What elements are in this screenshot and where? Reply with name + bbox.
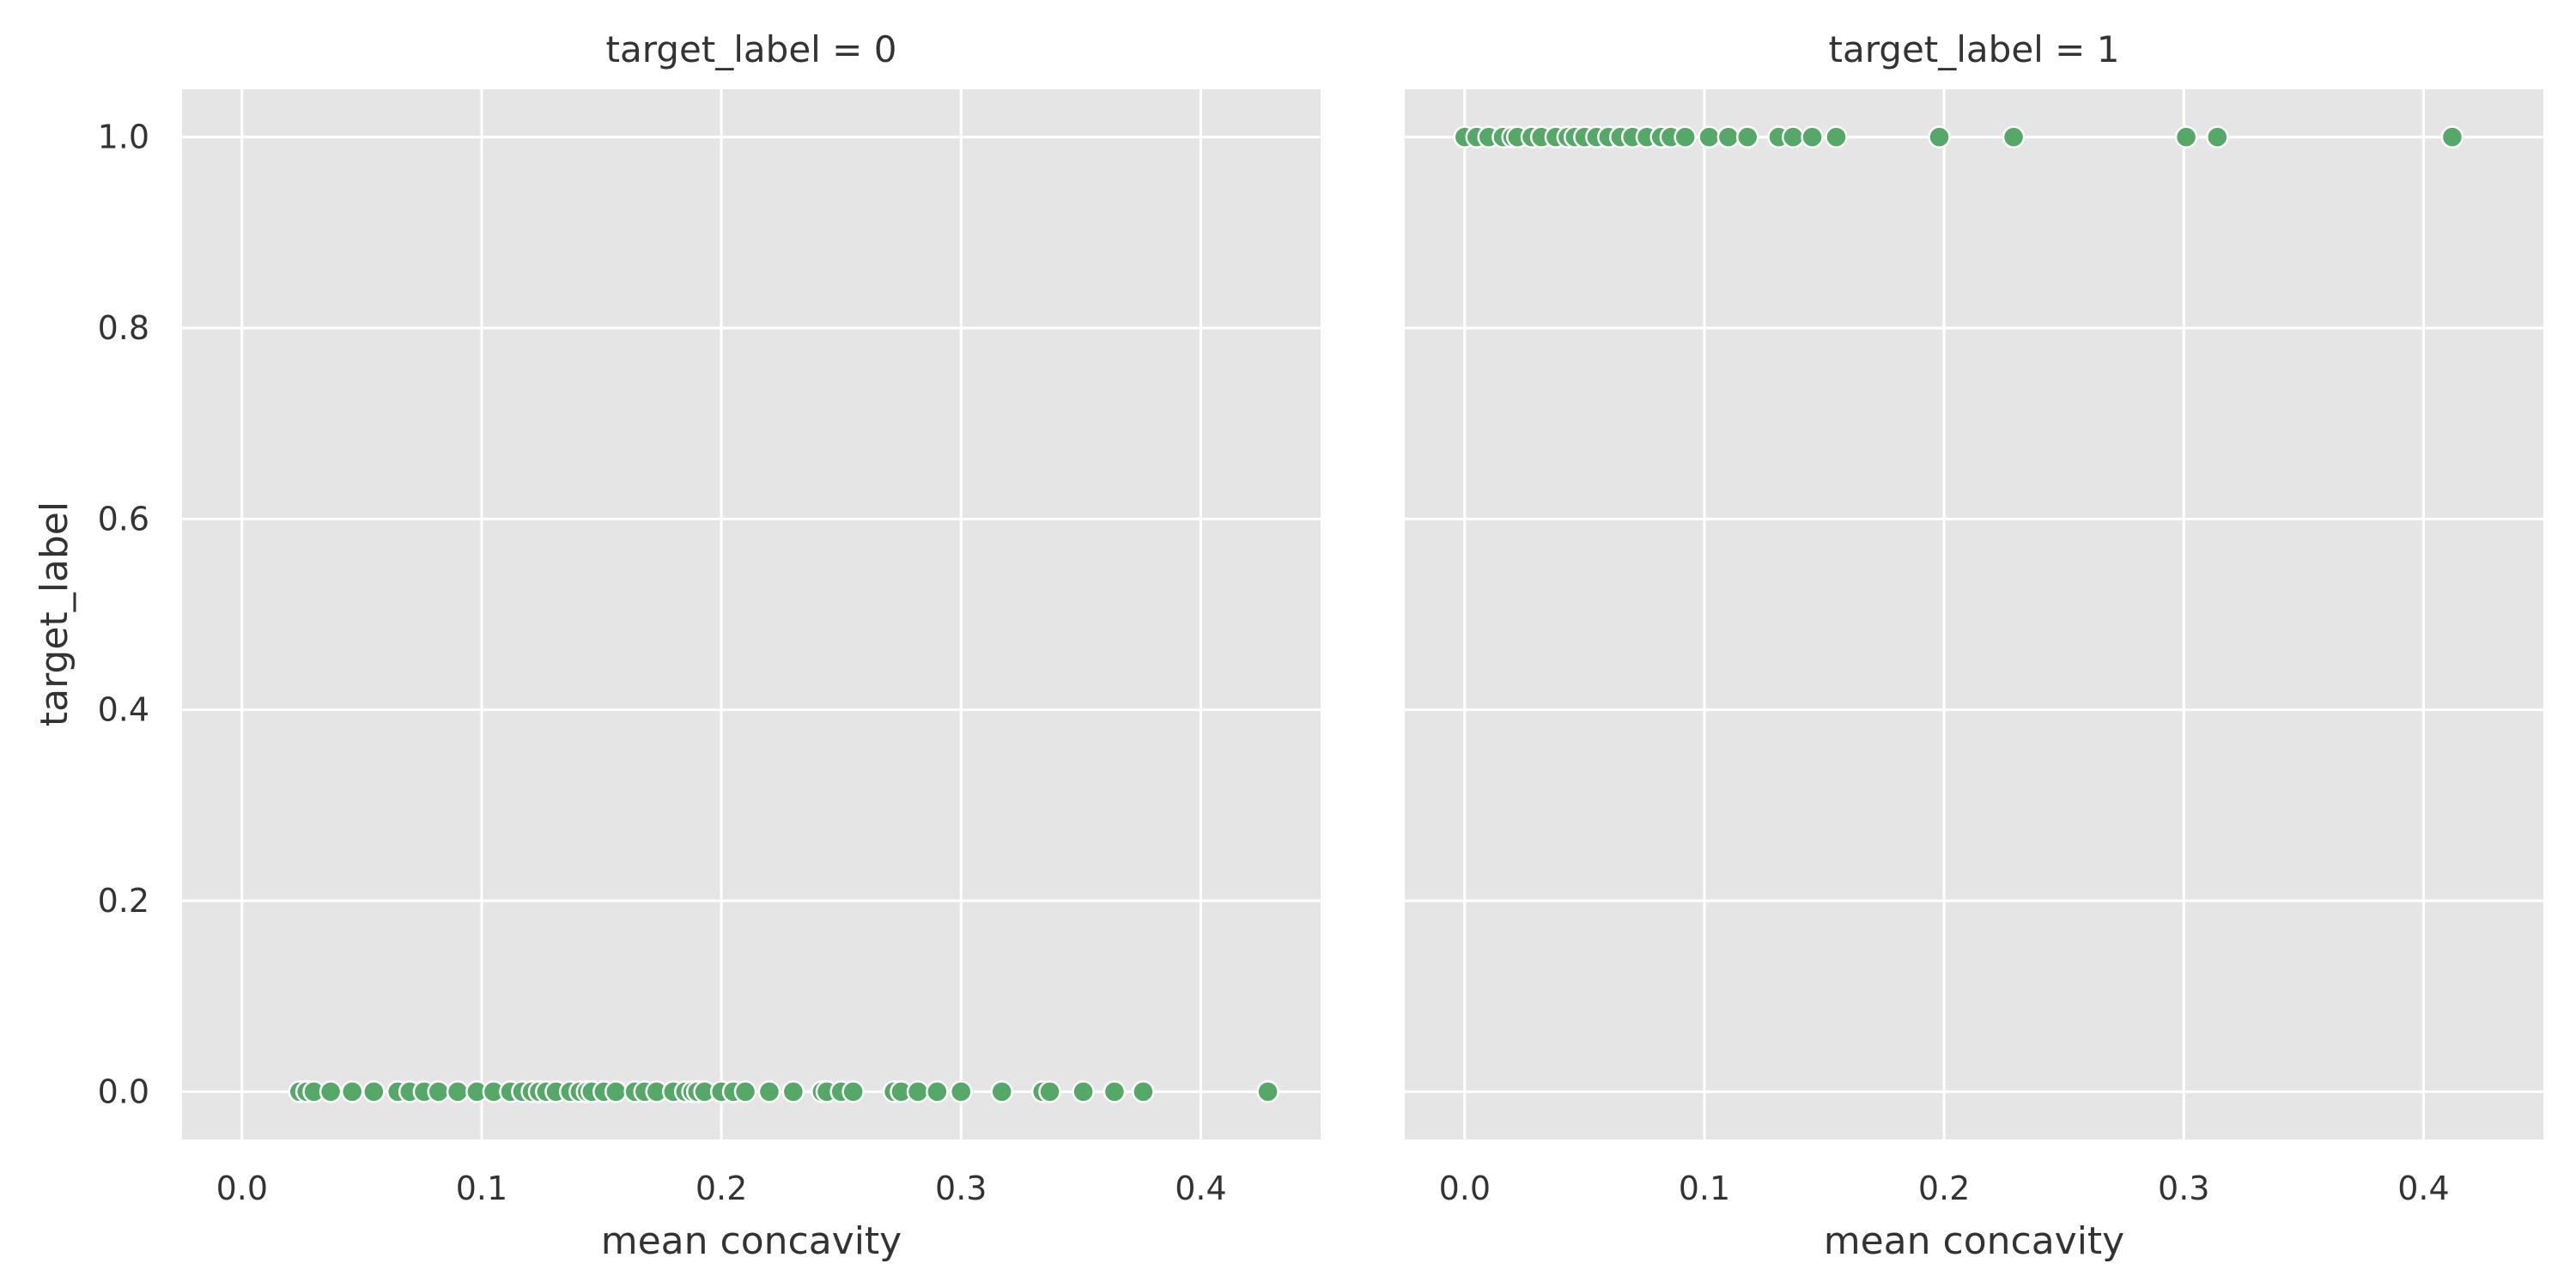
x-tick-label: 0.0 — [216, 1170, 268, 1207]
data-point — [319, 1080, 343, 1103]
data-point — [2440, 125, 2464, 149]
x-tick-label: 0.4 — [2397, 1170, 2449, 1207]
data-point — [446, 1080, 470, 1103]
data-point — [757, 1080, 781, 1103]
data-point — [1716, 125, 1741, 149]
data-point — [427, 1080, 450, 1103]
y-axis-label: target_label — [33, 501, 76, 726]
data-point — [1825, 125, 1848, 149]
data-point — [2206, 125, 2229, 149]
data-point — [605, 1080, 628, 1103]
data-point — [1674, 125, 1697, 149]
data-point — [1072, 1080, 1095, 1103]
x-tick-labels: 0.0 0.1 0.2 0.3 0.4 — [216, 1170, 1227, 1207]
plot-background — [182, 89, 1321, 1139]
data-point — [781, 1080, 805, 1103]
data-point — [1801, 125, 1824, 149]
x-tick-label: 0.3 — [935, 1170, 987, 1207]
x-tick-label: 0.4 — [1175, 1170, 1226, 1207]
x-axis-label: mean concavity — [601, 1219, 902, 1263]
plot-background — [1405, 89, 2543, 1139]
x-tick-labels: 0.0 0.1 0.2 0.3 0.4 — [1439, 1170, 2450, 1207]
data-point — [1928, 125, 1951, 149]
y-tick-label: 0.6 — [98, 500, 149, 538]
x-tick-label: 0.2 — [1918, 1170, 1970, 1207]
y-tick-label: 1.0 — [98, 118, 149, 156]
scatter-points — [1453, 125, 2464, 149]
data-point — [1735, 125, 1759, 149]
x-tick-label: 0.3 — [2158, 1170, 2209, 1207]
data-point — [841, 1080, 865, 1103]
data-point — [2174, 125, 2198, 149]
data-point — [1132, 1080, 1155, 1103]
data-point — [1038, 1080, 1061, 1103]
facet-panel-target-label-0: 0.0 0.1 0.2 0.3 0.4 0.0 0.2 0.4 0.6 0.8 1.0 targe… — [33, 28, 1321, 1263]
data-point — [990, 1080, 1013, 1103]
y-tick-labels: 0.0 0.2 0.4 0.6 0.8 1.0 — [98, 118, 149, 1111]
data-point — [906, 1080, 930, 1103]
data-point — [950, 1080, 973, 1103]
x-tick-label: 0.0 — [1439, 1170, 1491, 1207]
data-point — [1781, 125, 1805, 149]
y-tick-label: 0.4 — [98, 691, 149, 729]
facet-panel-target-label-1: 0.0 0.1 0.2 0.3 0.4 target_label = 1 mean co… — [1405, 28, 2543, 1263]
x-tick-label: 0.2 — [696, 1170, 747, 1207]
x-axis-label: mean concavity — [1824, 1219, 2124, 1263]
panel-title: target_label = 1 — [1829, 28, 2120, 70]
data-point — [1698, 125, 1721, 149]
data-point — [733, 1080, 757, 1103]
x-tick-label: 0.1 — [456, 1170, 507, 1207]
scatter-points — [288, 1080, 1279, 1103]
data-point — [926, 1080, 949, 1103]
data-point — [1103, 1080, 1127, 1103]
x-tick-label: 0.1 — [1679, 1170, 1730, 1207]
data-point — [362, 1080, 386, 1103]
y-tick-label: 0.0 — [98, 1072, 149, 1110]
data-point — [2002, 125, 2026, 149]
data-point — [340, 1080, 364, 1103]
panel-title: target_label = 0 — [606, 28, 897, 70]
y-tick-label: 0.2 — [98, 882, 149, 920]
data-point — [1256, 1080, 1279, 1103]
y-tick-label: 0.8 — [98, 309, 149, 347]
